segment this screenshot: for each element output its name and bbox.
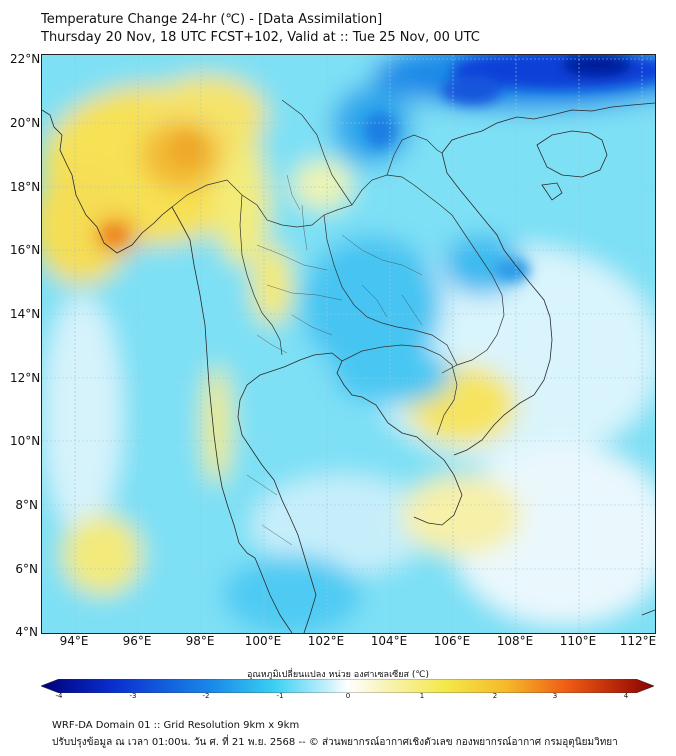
lon-label: 108°E: [496, 634, 534, 648]
lon-label: 100°E: [244, 634, 282, 648]
lon-label: 96°E: [122, 634, 152, 648]
map-canvas: [42, 55, 655, 633]
colorbar-tick: -2: [202, 692, 210, 700]
graticule: [42, 55, 655, 633]
lat-label: 18°N: [10, 180, 41, 194]
lat-label: 4°N: [15, 625, 38, 639]
lon-label: 112°E: [619, 634, 657, 648]
lat-label: 20°N: [10, 116, 41, 130]
lon-label: 104°E: [370, 634, 408, 648]
lat-label: 14°N: [10, 307, 41, 321]
colorbar-tick: -1: [276, 692, 284, 700]
lat-label: 10°N: [10, 434, 41, 448]
map-subtitle: Thursday 20 Nov, 18 UTC FCST+102, Valid …: [41, 30, 480, 45]
province-lines: [246, 174, 423, 546]
lon-label: 102°E: [307, 634, 345, 648]
map-title: Temperature Change 24-hr (℃) - [Data Ass…: [41, 12, 383, 27]
temperature-field-detail: [102, 55, 655, 282]
lat-label: 22°N: [10, 52, 41, 66]
lat-label: 16°N: [10, 243, 41, 257]
colorbar-tick: -3: [129, 692, 137, 700]
footer-credit: ปรับปรุงข้อมูล ณ เวลา 01:00น. วัน ศ. ที่…: [52, 737, 618, 748]
colorbar-tick: 4: [623, 692, 629, 700]
colorbar: [41, 679, 654, 693]
temperature-change-map: [41, 54, 656, 634]
colorbar-tick: 2: [492, 692, 498, 700]
colorbar-tick: 1: [419, 692, 425, 700]
lon-label: 110°E: [559, 634, 597, 648]
footer-model-info: WRF-DA Domain 01 :: Grid Resolution 9km …: [52, 720, 300, 731]
coastlines: [42, 102, 655, 633]
lat-label: 6°N: [15, 562, 38, 576]
lon-label: 98°E: [185, 634, 215, 648]
colorbar-tick: 3: [552, 692, 558, 700]
temperature-field: [42, 55, 655, 633]
colorbar-title: อุณหภูมิเปลี่ยนแปลง หน่วย องศาเซลเซียส (…: [246, 670, 430, 680]
lat-label: 12°N: [10, 371, 41, 385]
lon-label: 106°E: [433, 634, 471, 648]
colorbar-tick: -4: [55, 692, 63, 700]
colorbar-tick: 0: [345, 692, 351, 700]
lon-label: 94°E: [59, 634, 89, 648]
lat-label: 8°N: [15, 498, 38, 512]
borders: [171, 99, 505, 436]
